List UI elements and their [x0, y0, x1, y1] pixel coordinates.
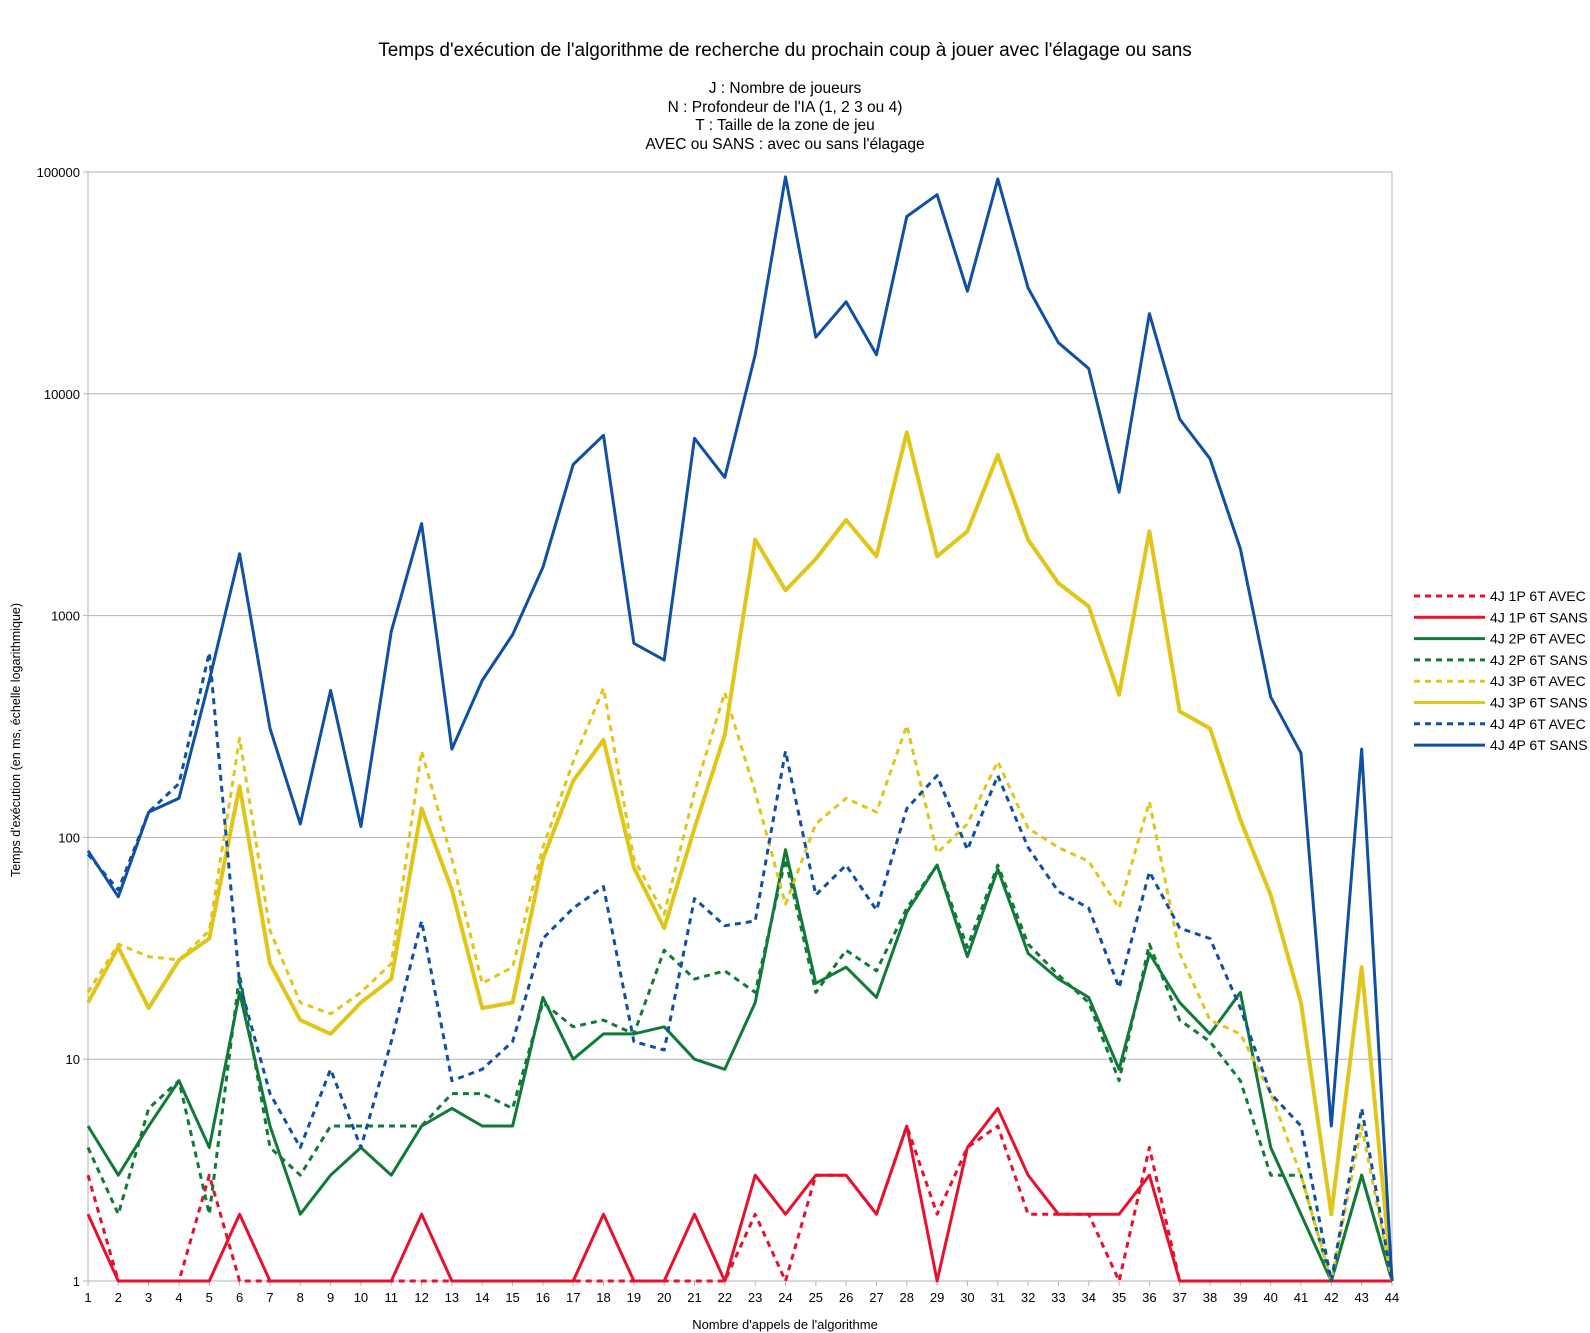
- series-line-4j-3p-6t-sans: [86, 430, 1394, 1282]
- x-tick-label: 34: [1082, 1290, 1096, 1305]
- x-tick-label: 20: [657, 1290, 671, 1305]
- x-tick-label: 15: [505, 1290, 519, 1305]
- x-tick-label: 14: [475, 1290, 489, 1305]
- x-tick-label: 25: [809, 1290, 823, 1305]
- x-tick-label: 1: [84, 1290, 91, 1305]
- x-tick-label: 38: [1203, 1290, 1217, 1305]
- series-line-4j-2p-6t-avec: [86, 848, 1394, 1283]
- y-tick-label: 10000: [44, 387, 80, 402]
- x-tick-label: 36: [1142, 1290, 1156, 1305]
- chart-subtitle: J : Nombre de joueurs N : Profondeur de …: [645, 80, 925, 154]
- legend-label: 4J 2P 6T AVEC: [1490, 631, 1586, 647]
- x-tick-label: 19: [627, 1290, 641, 1305]
- series-line-4j-1p-6t-avec: [86, 1124, 1392, 1283]
- x-tick-label: 7: [266, 1290, 273, 1305]
- x-tick-label: 13: [445, 1290, 459, 1305]
- x-tick-label: 10: [354, 1290, 368, 1305]
- x-tick-label: 2: [115, 1290, 122, 1305]
- series-line-4j-4p-6t-sans: [86, 175, 1394, 1282]
- legend-label: 4J 1P 6T SANS: [1490, 609, 1588, 625]
- x-tick-label: 11: [385, 1290, 399, 1305]
- x-tick-label: 23: [748, 1290, 762, 1305]
- legend-label: 4J 4P 6T AVEC: [1490, 716, 1586, 732]
- x-tick-label: 24: [778, 1290, 792, 1305]
- x-tick-label: 9: [327, 1290, 334, 1305]
- x-tick-label: 42: [1324, 1290, 1338, 1305]
- x-tick-label: 17: [566, 1290, 580, 1305]
- chart-title: Temps d'exécution de l'algorithme de rec…: [378, 40, 1192, 61]
- series-line-4j-2p-6t-sans: [86, 857, 1394, 1283]
- series-line-4j-3p-6t-avec: [86, 686, 1394, 1283]
- legend-label: 4J 3P 6T AVEC: [1490, 673, 1586, 689]
- x-tick-label: 43: [1354, 1290, 1368, 1305]
- x-axis-label: Nombre d'appels de l'algorithme: [692, 1317, 878, 1332]
- x-tick-label: 18: [596, 1290, 610, 1305]
- series-line-4j-1p-6t-sans: [86, 1106, 1392, 1283]
- y-tick-label: 10: [66, 1052, 80, 1067]
- plot-frame: [87, 171, 1393, 1282]
- x-tick-label: 27: [869, 1290, 883, 1305]
- x-tick-label: 37: [1172, 1290, 1186, 1305]
- x-tick-label: 39: [1233, 1290, 1247, 1305]
- x-tick-label: 16: [536, 1290, 550, 1305]
- y-tick-label: 100: [58, 830, 80, 845]
- x-tick-label: 44: [1385, 1290, 1399, 1305]
- legend-label: 4J 1P 6T AVEC: [1490, 588, 1586, 604]
- x-tick-label: 32: [1021, 1290, 1035, 1305]
- x-tick-label: 28: [900, 1290, 914, 1305]
- legend-label: 4J 4P 6T SANS: [1490, 737, 1588, 753]
- x-tick-label: 33: [1051, 1290, 1065, 1305]
- x-tick-label: 8: [297, 1290, 304, 1305]
- legend-label: 4J 2P 6T SANS: [1490, 652, 1588, 668]
- x-tick-label: 30: [960, 1290, 974, 1305]
- x-tick-label: 5: [206, 1290, 213, 1305]
- series-line-4j-4p-6t-avec: [86, 651, 1394, 1283]
- y-tick-label: 1: [73, 1274, 80, 1289]
- x-tick-label: 29: [930, 1290, 944, 1305]
- y-tick-label: 100000: [37, 165, 80, 180]
- x-tick-label: 3: [145, 1290, 152, 1305]
- x-tick-label: 22: [718, 1290, 732, 1305]
- y-tick-label: 1000: [51, 609, 80, 624]
- x-tick-label: 35: [1112, 1290, 1126, 1305]
- legend-label: 4J 3P 6T SANS: [1490, 695, 1588, 711]
- x-tick-label: 12: [414, 1290, 428, 1305]
- x-tick-label: 21: [687, 1290, 701, 1305]
- x-tick-label: 41: [1294, 1290, 1308, 1305]
- x-tick-label: 6: [236, 1290, 243, 1305]
- x-tick-label: 31: [991, 1290, 1005, 1305]
- x-tick-label: 40: [1263, 1290, 1277, 1305]
- x-tick-label: 4: [175, 1290, 182, 1305]
- x-tick-label: 26: [839, 1290, 853, 1305]
